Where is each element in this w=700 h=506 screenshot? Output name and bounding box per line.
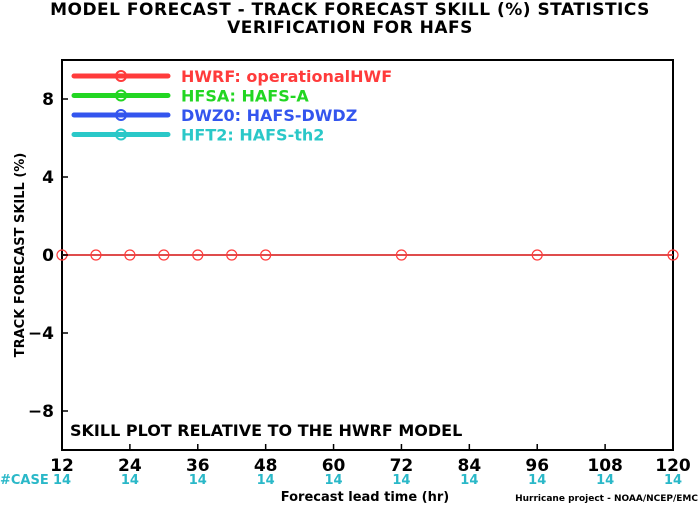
case-count: 14 [257, 473, 275, 488]
legend-label: HWRF: operationalHWF [181, 67, 392, 86]
x-tick-label: 72 [390, 456, 414, 476]
chart-title: MODEL FORECAST - TRACK FORECAST SKILL (%… [50, 0, 650, 20]
case-label: #CASE [0, 473, 49, 488]
data-point [531, 249, 543, 261]
x-axis-label: Forecast lead time (hr) [281, 490, 449, 505]
chart-subtitle: VERIFICATION FOR HAFS [227, 18, 473, 38]
case-count: 14 [325, 473, 343, 488]
x-tick-label: 12 [50, 456, 74, 476]
case-count: 14 [121, 473, 139, 488]
y-axis-label: TRACK FORECAST SKILL (%) [13, 153, 28, 358]
data-point [158, 249, 170, 261]
case-count: 14 [189, 473, 207, 488]
x-tick-label: 24 [118, 456, 142, 476]
data-point [260, 249, 272, 261]
legend-label: DWZ0: HAFS-DWDZ [181, 106, 357, 125]
x-tick-label: 120 [655, 456, 691, 476]
data-point [90, 249, 102, 261]
credit-text: Hurricane project - NOAA/NCEP/EMC [515, 494, 698, 504]
legend-label: HFSA: HAFS-A [181, 87, 309, 106]
data-point [395, 249, 408, 261]
x-tick-label: 48 [254, 456, 278, 476]
case-count: 14 [392, 473, 410, 488]
x-tick-label: 36 [186, 456, 210, 476]
skill-annotation: SKILL PLOT RELATIVE TO THE HWRF MODEL [70, 421, 462, 440]
case-count: 14 [460, 473, 478, 488]
legend-label: HFT2: HAFS-th2 [181, 126, 324, 145]
y-tick-label: 4 [42, 168, 54, 188]
data-point [226, 249, 238, 261]
legend-marker [115, 70, 127, 82]
x-tick-label: 84 [457, 456, 481, 476]
y-tick-label: 0 [42, 246, 54, 266]
case-count: 14 [528, 473, 546, 488]
legend-marker [115, 128, 127, 141]
legend-marker [115, 89, 127, 102]
x-tick-label: 108 [587, 456, 623, 476]
data-point [124, 249, 136, 261]
case-count: 14 [53, 473, 71, 488]
x-tick-label: 96 [525, 456, 549, 476]
y-tick-label: −4 [28, 324, 54, 344]
case-count: 14 [664, 473, 682, 488]
legend-marker [115, 109, 127, 121]
case-count: 14 [596, 473, 614, 488]
x-tick-label: 60 [322, 456, 346, 476]
y-tick-label: −8 [28, 402, 54, 422]
y-tick-label: 8 [42, 90, 54, 110]
data-point [667, 249, 679, 261]
data-point [192, 249, 204, 261]
